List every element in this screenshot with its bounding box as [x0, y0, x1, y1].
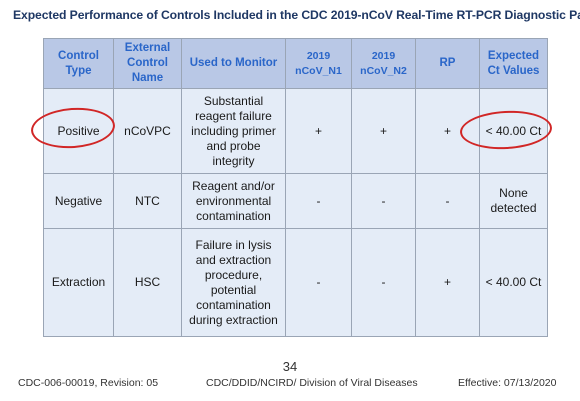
cell-used-to-monitor: Reagent and/or environmental contaminati…: [181, 173, 286, 229]
header-expected-ct: Expected Ct Values: [479, 38, 548, 89]
table-row: Negative NTC Reagent and/or environmenta…: [43, 173, 548, 229]
cell-n2: -: [351, 228, 416, 337]
cell-control-name: nCoVPC: [113, 88, 182, 174]
page-title: Expected Performance of Controls Include…: [13, 8, 580, 22]
header-control-type: Control Type: [43, 38, 114, 89]
cell-rp: +: [415, 228, 480, 337]
cell-n1: -: [285, 228, 352, 337]
cell-expected-ct: None detected: [479, 173, 548, 229]
table-row: Extraction HSC Failure in lysis and extr…: [43, 228, 548, 337]
cell-control-name: HSC: [113, 228, 182, 337]
cell-used-to-monitor: Substantial reagent failure including pr…: [181, 88, 286, 174]
footer-division: CDC/DDID/NCIRD/ Division of Viral Diseas…: [206, 377, 418, 389]
cell-control-type: Positive: [43, 88, 114, 174]
table-header-row: Control Type External Control Name Used …: [43, 38, 548, 89]
table-row: Positive nCoVPC Substantial reagent fail…: [43, 88, 548, 174]
cell-control-type: Negative: [43, 173, 114, 229]
cell-expected-ct: < 40.00 Ct: [479, 88, 548, 174]
header-used-to-monitor: Used to Monitor: [181, 38, 286, 89]
cell-rp: +: [415, 88, 480, 174]
cell-expected-ct: < 40.00 Ct: [479, 228, 548, 337]
cell-n1: +: [285, 88, 352, 174]
cell-rp: -: [415, 173, 480, 229]
footer-document-id: CDC-006-00019, Revision: 05: [18, 377, 159, 389]
header-ncov-n1: 2019 nCoV_N1: [285, 38, 352, 89]
controls-table: Control Type External Control Name Used …: [43, 38, 548, 337]
cell-n1: -: [285, 173, 352, 229]
header-ncov-n2: 2019 nCoV_N2: [351, 38, 416, 89]
page-number: 34: [282, 359, 298, 374]
cell-n2: +: [351, 88, 416, 174]
cell-control-name: NTC: [113, 173, 182, 229]
cell-n2: -: [351, 173, 416, 229]
header-external-control-name: External Control Name: [113, 38, 182, 89]
header-rp: RP: [415, 38, 480, 89]
footer-effective-date: Effective: 07/13/2020: [458, 377, 557, 389]
cell-control-type: Extraction: [43, 228, 114, 337]
cell-used-to-monitor: Failure in lysis and extraction procedur…: [181, 228, 286, 337]
